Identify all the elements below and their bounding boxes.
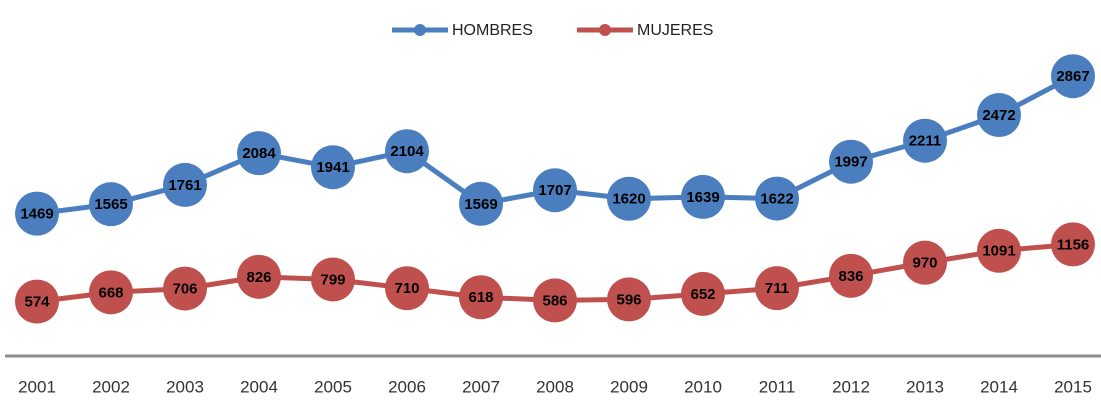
data-point: [903, 240, 947, 285]
data-label: 710: [394, 280, 419, 297]
data-label: 574: [24, 294, 50, 311]
data-point: [311, 257, 355, 302]
data-label: 1622: [760, 191, 793, 208]
data-label: 1639: [686, 189, 719, 206]
legend-marker: [599, 24, 611, 36]
data-point: [829, 253, 873, 298]
x-tick-label: 2012: [832, 377, 870, 396]
data-label: 1761: [168, 177, 201, 194]
data-point: [163, 266, 207, 311]
x-tick-label: 2009: [610, 377, 648, 396]
x-tick-label: 2002: [92, 377, 130, 396]
legend-label: HOMBRES: [452, 22, 533, 39]
data-label: 668: [98, 284, 123, 301]
data-label: 1707: [538, 182, 571, 199]
data-label: 1569: [464, 196, 497, 213]
x-tick-label: 2011: [759, 377, 796, 396]
data-label: 836: [838, 268, 863, 285]
x-tick-label: 2006: [388, 377, 426, 396]
data-point: [385, 129, 429, 174]
data-point: [607, 277, 651, 322]
data-point: [459, 275, 503, 320]
data-point: [977, 93, 1021, 138]
data-point: [459, 181, 503, 226]
legend-label: MUJERES: [637, 22, 713, 39]
data-label: 1565: [94, 196, 127, 213]
data-label: 1941: [316, 159, 349, 176]
x-tick-label: 2014: [980, 377, 1018, 396]
x-tick-label: 2001: [18, 377, 56, 396]
data-label: 1156: [1057, 236, 1090, 253]
x-tick-label: 2003: [166, 377, 204, 396]
data-point: [977, 228, 1021, 273]
data-label: 618: [468, 289, 493, 306]
data-label: 1997: [834, 154, 867, 171]
data-label: 1620: [612, 191, 645, 208]
data-label: 826: [246, 269, 271, 286]
data-point: [681, 174, 725, 219]
data-label: 2084: [242, 145, 276, 162]
data-label: 711: [765, 280, 789, 297]
data-label: 799: [320, 271, 345, 288]
data-label: 2472: [982, 107, 1015, 124]
data-point: [533, 168, 577, 213]
data-point: [1051, 54, 1095, 99]
x-tick-label: 2013: [906, 377, 944, 396]
x-tick-label: 2015: [1054, 377, 1092, 396]
x-tick-label: 2005: [314, 377, 352, 396]
data-point: [237, 254, 281, 299]
data-point: [237, 131, 281, 176]
x-tick-label: 2008: [536, 377, 574, 396]
data-label: 970: [912, 255, 937, 272]
data-point: [903, 118, 947, 163]
data-point: [89, 270, 133, 315]
x-tick-label: 2010: [684, 377, 722, 396]
data-label: 1091: [982, 243, 1015, 260]
data-point: [163, 162, 207, 207]
data-point: [681, 271, 725, 316]
data-point: [607, 176, 651, 221]
data-label: 2104: [390, 143, 424, 160]
data-label: 586: [542, 292, 567, 309]
data-label: 2211: [909, 133, 942, 150]
data-point: [385, 266, 429, 311]
data-point: [533, 278, 577, 323]
data-point: [755, 176, 799, 221]
data-label: 1469: [20, 206, 53, 223]
data-label: 706: [172, 281, 197, 298]
x-tick-label: 2004: [240, 377, 278, 396]
data-point: [15, 279, 59, 324]
data-label: 2867: [1056, 68, 1089, 85]
data-point: [755, 266, 799, 311]
x-tick-label: 2007: [462, 377, 500, 396]
data-point: [89, 182, 133, 227]
legend-marker: [414, 24, 426, 36]
data-label: 652: [690, 286, 715, 303]
data-point: [829, 139, 873, 184]
data-label: 596: [616, 291, 641, 308]
data-point: [1051, 222, 1095, 267]
data-point: [15, 191, 59, 236]
data-point: [311, 145, 355, 190]
